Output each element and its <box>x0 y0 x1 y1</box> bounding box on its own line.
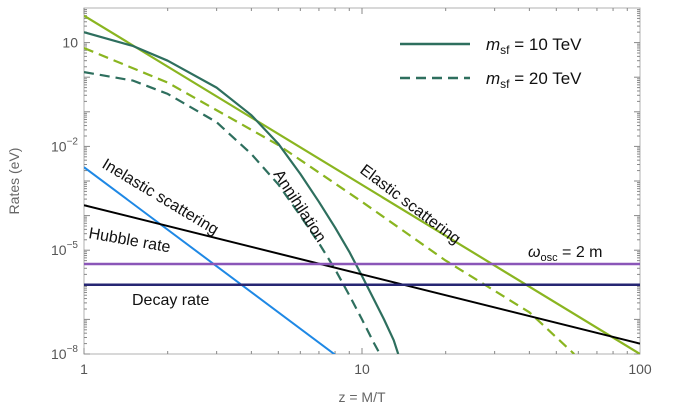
decay-rate-label: Decay rate <box>132 292 209 309</box>
inelastic-scattering-label: Inelastic scattering <box>99 156 221 239</box>
annihilation-label: Annihilation <box>270 167 329 246</box>
y-tick-label: 10−2 <box>51 136 78 154</box>
series-annihilation_10 <box>84 31 400 354</box>
legend-label-20tev: msf = 20 TeV <box>486 69 582 91</box>
x-tick-label: 100 <box>628 361 652 377</box>
series-layer <box>84 14 640 354</box>
y-tick-label: 10−5 <box>51 240 78 258</box>
series-annihilation_20 <box>84 71 381 354</box>
series-elastic_10 <box>84 14 640 354</box>
series-hubble <box>84 204 640 345</box>
x-tick-label: 10 <box>354 361 370 377</box>
y-tick-label: 10−8 <box>51 344 78 362</box>
y-tick-label: 10 <box>62 35 78 51</box>
legend-label-10tev: msf = 10 TeV <box>486 35 582 57</box>
x-axis-label: z = M/T <box>338 389 386 405</box>
series-elastic_20 <box>84 46 575 354</box>
series-inelastic <box>84 166 336 354</box>
y-axis-label: Rates (eV) <box>6 148 22 215</box>
tick-labels: 1 10 100 10−8 10−5 10−2 10 <box>51 35 652 377</box>
hubble-rate-label: Hubble rate <box>87 225 172 256</box>
omega-osc-label: ωosc = 2 m <box>528 244 603 264</box>
legend: msf = 10 TeV msf = 20 TeV <box>400 35 582 91</box>
x-tick-label: 1 <box>80 361 88 377</box>
